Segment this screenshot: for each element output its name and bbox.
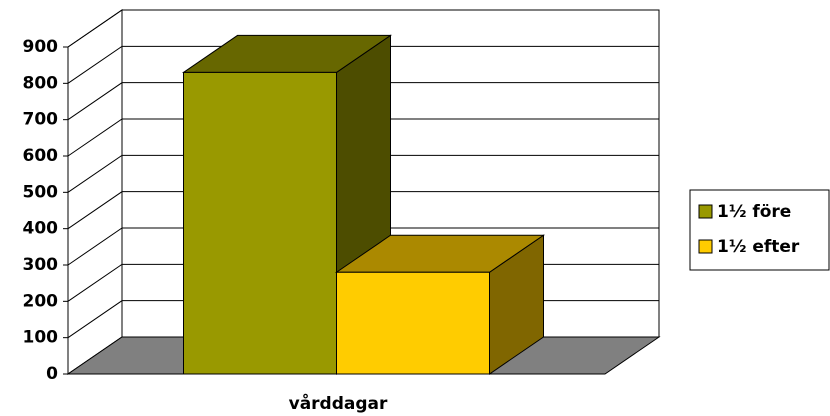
- grid-line: [67, 118, 659, 157]
- legend-swatch: [698, 204, 713, 219]
- y-tick-label: 300: [23, 255, 59, 275]
- y-tick-label: 800: [23, 73, 59, 93]
- grid-line: [67, 45, 659, 84]
- grid-line: [67, 154, 659, 193]
- legend-label: 1½ före: [717, 202, 791, 222]
- x-axis-label: vårddagar: [289, 392, 388, 414]
- y-tick-label: 400: [23, 219, 59, 239]
- y-tick-label: 900: [23, 37, 59, 57]
- bar: [183, 71, 337, 375]
- legend-box: [689, 189, 830, 271]
- y-tick-label: 500: [23, 182, 59, 202]
- bar: [336, 271, 490, 375]
- y-tick-label: 700: [23, 110, 59, 130]
- grid-line: [67, 9, 659, 48]
- legend-label: 1½ efter: [717, 237, 800, 257]
- y-tick-label: 0: [46, 364, 58, 384]
- grid-line: [67, 82, 659, 121]
- legend-swatch: [698, 239, 713, 254]
- y-tick-label: 100: [23, 328, 59, 348]
- y-tick-label: 600: [23, 146, 59, 166]
- grid-line: [67, 191, 659, 230]
- y-tick-label: 200: [23, 291, 59, 311]
- grid-line: [67, 227, 659, 266]
